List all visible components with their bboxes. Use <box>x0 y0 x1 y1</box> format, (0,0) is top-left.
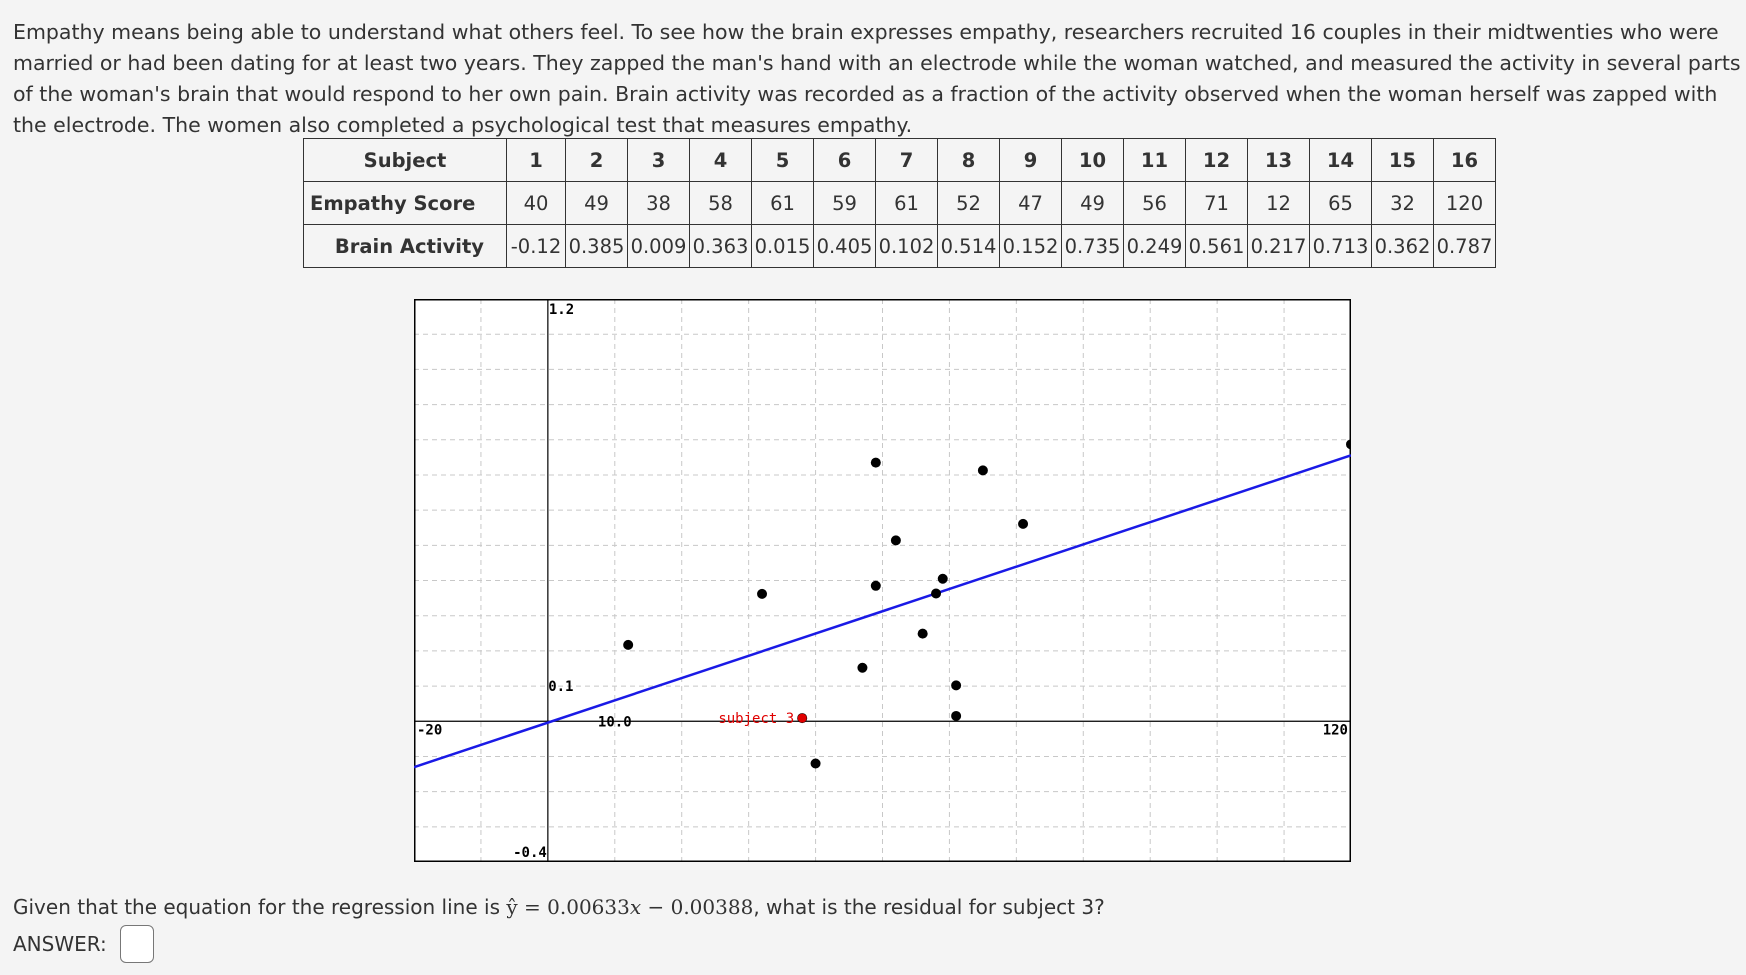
y-max-label: 1.2 <box>549 302 574 318</box>
empathy-cell: 49 <box>565 181 628 225</box>
brain-cell: 0.363 <box>689 224 752 268</box>
data-point <box>951 680 962 691</box>
equation-rhs: 0.00633𝑥 − 0.00388 <box>547 895 754 919</box>
data-point <box>931 588 942 599</box>
empathy-cell: 52 <box>937 181 1000 225</box>
empathy-cell: 65 <box>1309 181 1372 225</box>
data-point <box>917 628 928 639</box>
subject-cell: 7 <box>875 138 938 182</box>
question-prefix: Given that the equation for the regressi… <box>13 895 507 919</box>
empathy-cell: 12 <box>1247 181 1310 225</box>
brain-row: Brain Activity -0.12 0.385 0.009 0.363 0.015… <box>303 224 1496 268</box>
brain-cell: 0.405 <box>813 224 876 268</box>
data-point <box>937 573 948 584</box>
subject-cell: 11 <box>1123 138 1186 182</box>
subject-cell: 5 <box>751 138 814 182</box>
brain-cell: 0.385 <box>565 224 628 268</box>
subject-cell: 2 <box>565 138 628 182</box>
x-tick-label: 10.0 <box>598 714 632 730</box>
y-min-label: -0.4 <box>513 845 547 861</box>
highlight-label: subject 3 <box>718 711 794 727</box>
subject-cell: 12 <box>1185 138 1248 182</box>
brain-cell: 0.362 <box>1371 224 1434 268</box>
subject-cell: 6 <box>813 138 876 182</box>
data-point <box>870 580 881 591</box>
question-suffix: , what is the residual for subject 3? <box>753 895 1105 919</box>
empathy-cell: 47 <box>999 181 1062 225</box>
brain-header: Brain Activity <box>303 224 507 268</box>
brain-cell: 0.009 <box>627 224 690 268</box>
scatter-plot-svg: -20 120 10.0 1.2 -0.4 0.1 subject 3 <box>414 299 1351 862</box>
empathy-cell: 61 <box>875 181 938 225</box>
y-tick-label: 0.1 <box>548 679 573 695</box>
subject-cell: 15 <box>1371 138 1434 182</box>
data-point <box>1346 439 1351 450</box>
plot-border <box>414 299 1351 862</box>
answer-row: ANSWER: <box>13 925 154 963</box>
yhat-symbol: ŷ <box>506 895 518 919</box>
subject-header: Subject <box>303 138 507 182</box>
answer-input[interactable] <box>119 925 154 963</box>
subject-cell: 3 <box>627 138 690 182</box>
subject-cell: 13 <box>1247 138 1310 182</box>
brain-cell: 0.102 <box>875 224 938 268</box>
subject-row: Subject 1 2 3 4 5 6 7 8 9 10 11 12 13 14 15 16 <box>303 138 1496 182</box>
regression-line <box>414 454 1351 769</box>
empathy-cell: 32 <box>1371 181 1434 225</box>
subject-cell: 16 <box>1433 138 1496 182</box>
data-point <box>810 758 821 769</box>
problem-intro: Empathy means being able to understand w… <box>13 20 1741 137</box>
subject-cell: 4 <box>689 138 752 182</box>
data-point <box>977 465 988 476</box>
data-point <box>890 535 901 546</box>
question-text: Given that the equation for the regressi… <box>13 895 1105 919</box>
data-point <box>1018 518 1029 529</box>
brain-cell: 0.015 <box>751 224 814 268</box>
empathy-cell: 49 <box>1061 181 1124 225</box>
empathy-cell: 59 <box>813 181 876 225</box>
brain-cell: 0.152 <box>999 224 1062 268</box>
highlight-point <box>797 713 807 723</box>
data-point <box>951 710 962 721</box>
data-point <box>857 662 868 673</box>
empathy-cell: 61 <box>751 181 814 225</box>
empathy-cell: 38 <box>627 181 690 225</box>
brain-cell: 0.514 <box>937 224 1000 268</box>
data-point <box>623 639 634 650</box>
empathy-cell: 58 <box>689 181 752 225</box>
subject-cell: 10 <box>1061 138 1124 182</box>
data-point <box>757 588 768 599</box>
answer-label: ANSWER: <box>13 932 107 956</box>
brain-cell: 0.249 <box>1123 224 1186 268</box>
x-min-label: -20 <box>417 722 442 738</box>
brain-cell: 0.561 <box>1185 224 1248 268</box>
brain-cell: -0.12 <box>506 224 566 268</box>
empathy-cell: 56 <box>1123 181 1186 225</box>
empathy-cell: 120 <box>1433 181 1496 225</box>
brain-cell: 0.787 <box>1433 224 1496 268</box>
empathy-row: Empathy Score 40 49 38 58 61 59 61 52 47 49 56 71 12… <box>303 181 1496 225</box>
regression-equation: ŷ = 0.00633𝑥 − 0.00388 <box>506 895 753 919</box>
brain-cell: 0.713 <box>1309 224 1372 268</box>
subject-cell: 9 <box>999 138 1062 182</box>
empathy-cell: 71 <box>1185 181 1248 225</box>
data-point <box>870 457 881 468</box>
equals-sign: = <box>517 895 548 919</box>
data-table: Subject 1 2 3 4 5 6 7 8 9 10 11 12 13 14 15 16 Empathy … <box>303 138 1496 268</box>
empathy-cell: 40 <box>506 181 566 225</box>
subject-cell: 8 <box>937 138 1000 182</box>
subject-cell: 1 <box>506 138 566 182</box>
scatter-plot: -20 120 10.0 1.2 -0.4 0.1 subject 3 <box>414 299 1351 862</box>
empathy-header: Empathy Score <box>303 181 507 225</box>
subject-cell: 14 <box>1309 138 1372 182</box>
x-max-label: 120 <box>1323 722 1348 738</box>
brain-cell: 0.217 <box>1247 224 1310 268</box>
brain-cell: 0.735 <box>1061 224 1124 268</box>
